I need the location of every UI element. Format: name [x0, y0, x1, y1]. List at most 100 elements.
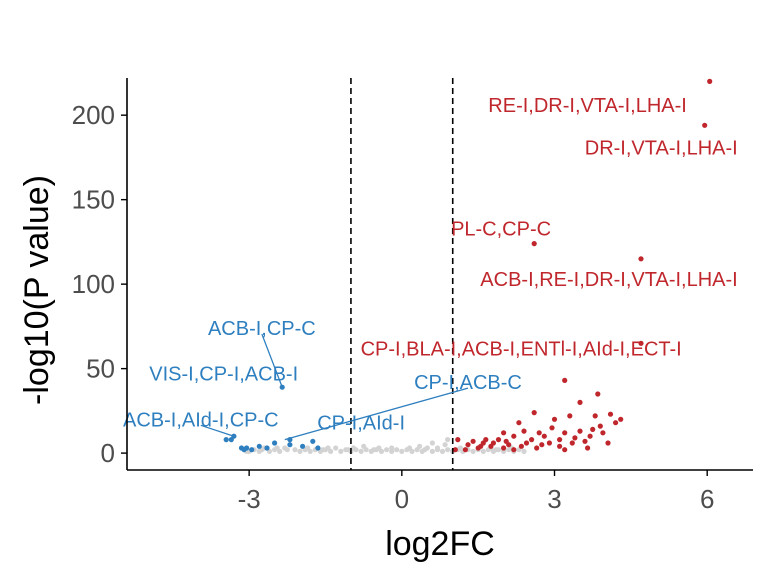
annotation-label: ACB-I,RE-I,DR-I,VTA-I,LHA-I [480, 269, 737, 291]
point-down-5 [287, 442, 293, 448]
point-up-56 [605, 440, 611, 446]
y-tick-label: 100 [72, 269, 115, 299]
point-up-40 [546, 440, 553, 446]
point-ns-37 [439, 448, 446, 454]
point-down-10 [249, 447, 255, 453]
point-up-37 [534, 445, 540, 451]
point-up-57 [585, 445, 591, 451]
point-up-30 [465, 442, 471, 448]
point-down-6 [300, 443, 306, 449]
point-ns-64 [274, 445, 280, 451]
ticks: -3 0 3 6 0 50 100 150 200 [72, 100, 715, 514]
point-down-9 [272, 440, 278, 446]
point-up-12 [567, 413, 573, 419]
point-up-48 [549, 425, 555, 431]
point-up-4 [638, 340, 644, 346]
x-axis-title: log2FC [385, 525, 495, 563]
point-ns-72 [320, 447, 326, 453]
point-ns-63 [325, 445, 331, 451]
y-tick-label: 0 [101, 438, 115, 468]
points-layer [223, 78, 713, 454]
point-ns-53 [521, 448, 527, 454]
point-ns-21 [358, 448, 364, 454]
point-ns-35 [429, 448, 435, 454]
point-up-0 [707, 78, 713, 84]
point-up-10 [592, 413, 598, 419]
point-down-15 [238, 445, 245, 451]
point-ns-38 [445, 447, 451, 453]
point-up-28 [495, 437, 502, 443]
point-ns-58 [442, 442, 448, 448]
point-up-8 [607, 411, 614, 417]
point-down-13 [256, 443, 262, 449]
annotation-layer: RE-I,DR-I,VTA-I,LHA-I DR-I,VTA-I,LHA-I PL-… [123, 95, 738, 441]
point-ns-29 [399, 448, 405, 454]
point-ns-77 [493, 447, 499, 453]
annotation-leader [200, 424, 235, 437]
point-up-18 [562, 430, 568, 436]
point-ns-17 [338, 448, 344, 454]
point-up-13 [618, 416, 624, 422]
point-ns-16 [333, 445, 339, 451]
point-ns-57 [434, 445, 441, 451]
point-ns-75 [422, 447, 428, 453]
x-tick-label: 6 [700, 484, 714, 514]
point-up-50 [503, 438, 509, 444]
point-up-16 [516, 420, 522, 426]
point-down-14 [310, 438, 316, 444]
point-up-11 [551, 416, 558, 422]
point-up-9 [531, 410, 537, 416]
point-ns-28 [394, 447, 400, 453]
annotation-label: CP-I,BLA-I,ACB-I,ENTl-I,AId-I,ECT-I [361, 338, 682, 360]
point-up-21 [600, 430, 606, 436]
annotation-label: VIS-I,CP-I,ACB-I [149, 364, 298, 386]
point-up-2 [638, 256, 644, 262]
point-up-27 [501, 430, 507, 436]
x-tick-label: 3 [547, 484, 561, 514]
point-up-43 [478, 443, 484, 449]
point-up-47 [490, 440, 496, 446]
point-up-44 [501, 445, 507, 451]
point-up-49 [582, 438, 588, 444]
point-up-14 [613, 420, 619, 426]
point-up-41 [529, 437, 535, 443]
point-ns-67 [457, 445, 463, 451]
point-ns-26 [384, 447, 390, 453]
annotation-leader [284, 387, 469, 441]
point-ns-66 [350, 445, 357, 451]
point-up-36 [521, 428, 527, 434]
point-up-26 [587, 433, 593, 439]
point-down-2 [228, 437, 234, 443]
point-up-25 [572, 435, 578, 441]
y-axis-title: -log10(P value) [18, 175, 56, 405]
point-ns-62 [406, 445, 413, 451]
annotation-label: RE-I,DR-I,VTA-I,LHA-I [488, 95, 687, 117]
point-up-31 [455, 437, 461, 443]
annotation-label: ACB-I,CP-C [208, 318, 316, 340]
x-tick-label: 0 [395, 484, 409, 514]
point-ns-9 [297, 448, 303, 454]
y-tick-label: 200 [72, 100, 115, 130]
point-down-7 [315, 445, 321, 451]
point-up-20 [590, 426, 596, 432]
point-up-23 [541, 433, 547, 439]
annotation-label: CP-I,AId-I [317, 413, 405, 435]
point-ns-60 [429, 440, 435, 446]
point-up-22 [511, 433, 517, 439]
point-ns-43 [470, 448, 476, 454]
point-up-54 [539, 442, 545, 448]
point-up-39 [557, 443, 563, 449]
point-up-15 [597, 423, 603, 429]
point-up-7 [577, 399, 583, 405]
y-tick-label: 150 [72, 185, 115, 215]
point-up-55 [562, 447, 568, 453]
point-ns-56 [417, 443, 423, 449]
point-up-46 [518, 443, 525, 449]
point-up-51 [462, 447, 468, 453]
point-down-3 [223, 437, 229, 443]
threshold-lines [350, 78, 454, 470]
annotation-leader [261, 333, 283, 388]
point-ns-73 [345, 447, 351, 453]
point-ns-55 [389, 445, 395, 451]
point-ns-54 [361, 443, 367, 449]
